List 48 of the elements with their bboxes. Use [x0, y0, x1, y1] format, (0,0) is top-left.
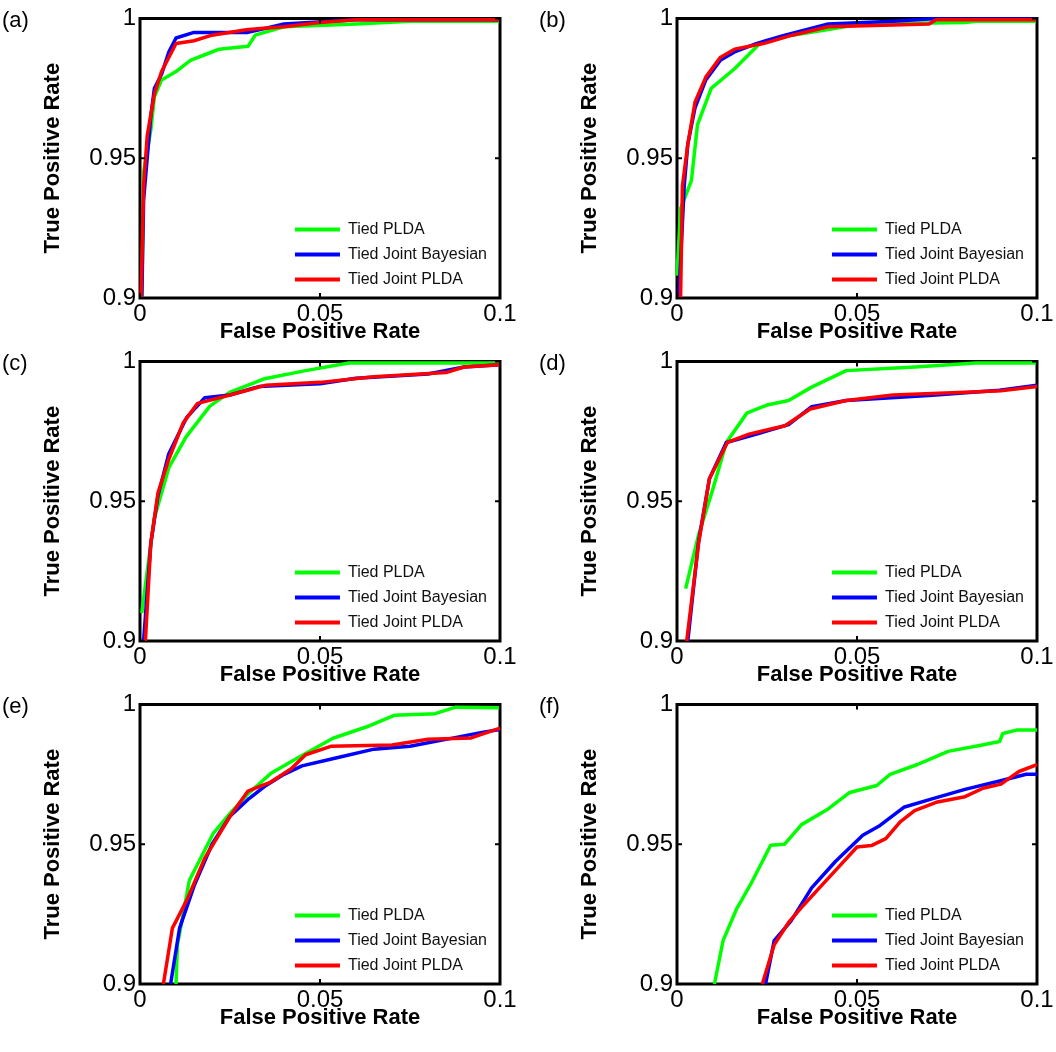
y-tick-label: 1: [659, 3, 673, 31]
legend-label: Tied PLDA: [884, 562, 963, 580]
legend-label: Tied Joint PLDA: [347, 269, 464, 287]
y-tick-label: 1: [659, 346, 673, 374]
text: (d): [539, 350, 566, 376]
y-tick-label: 0.95: [626, 828, 673, 856]
y-tick-label: 0.95: [626, 485, 673, 513]
y-tick-label: 1: [122, 3, 136, 31]
x-tick-label: 0.1: [483, 642, 517, 670]
legend-label: Tied Joint Bayesian: [884, 930, 1025, 948]
y-tick-label: 0.95: [89, 828, 136, 856]
y-axis-title: True Positive Rate: [39, 62, 65, 254]
y-tick-label: 0.95: [89, 485, 136, 513]
legend-label: Tied Joint Bayesian: [347, 930, 488, 948]
y-tick-label: 0.95: [89, 142, 136, 170]
legend-label: Tied PLDA: [347, 562, 426, 580]
y-tick-label: 1: [122, 689, 136, 717]
x-tick-label: 0.1: [483, 985, 517, 1013]
y-axis-title: True Positive Rate: [39, 405, 65, 597]
legend-label: Tied PLDA: [884, 905, 963, 923]
legend-label: Tied Joint PLDA: [884, 612, 1001, 630]
legend-label: Tied Joint PLDA: [884, 955, 1001, 973]
legend-label: Tied PLDA: [884, 219, 963, 237]
text: (a): [2, 7, 29, 33]
y-axis-title: True Positive Rate: [576, 62, 602, 254]
y-tick-label: 0.95: [626, 142, 673, 170]
y-axis-title: True Positive Rate: [39, 748, 65, 940]
legend-label: Tied Joint PLDA: [884, 269, 1001, 287]
text: (e): [2, 693, 29, 719]
x-tick-label: 0.1: [1020, 642, 1054, 670]
text: (c): [2, 350, 28, 376]
x-tick-label: 0.1: [1020, 299, 1054, 327]
y-axis-title: True Positive Rate: [576, 748, 602, 940]
x-tick-label: 0.1: [1020, 985, 1054, 1013]
y-tick-label: 1: [659, 689, 673, 717]
x-tick-label: 0.1: [483, 299, 517, 327]
y-tick-label: 1: [122, 346, 136, 374]
text: (f): [539, 693, 560, 719]
legend-label: Tied Joint PLDA: [347, 955, 464, 973]
legend-label: Tied Joint Bayesian: [884, 587, 1025, 605]
legend-label: Tied PLDA: [347, 219, 426, 237]
legend-label: Tied Joint Bayesian: [347, 587, 488, 605]
legend-label: Tied PLDA: [347, 905, 426, 923]
legend-label: Tied Joint Bayesian: [347, 244, 488, 262]
legend-label: Tied Joint Bayesian: [884, 244, 1025, 262]
text: (b): [539, 7, 566, 33]
legend-label: Tied Joint PLDA: [347, 612, 464, 630]
y-axis-title: True Positive Rate: [576, 405, 602, 597]
